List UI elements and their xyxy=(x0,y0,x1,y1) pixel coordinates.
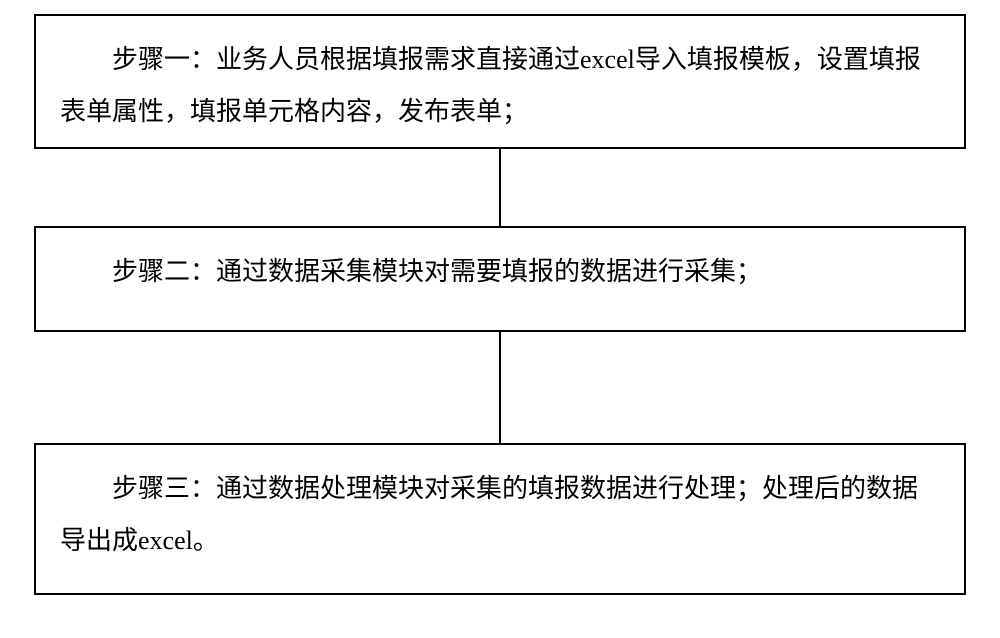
connector-2-3 xyxy=(499,332,501,443)
flowchart-container: 步骤一：业务人员根据填报需求直接通过excel导入填报模板，设置填报表单属性，填… xyxy=(0,0,1000,638)
connector-1-2 xyxy=(499,149,501,226)
step1-box: 步骤一：业务人员根据填报需求直接通过excel导入填报模板，设置填报表单属性，填… xyxy=(34,14,966,149)
step2-box: 步骤二：通过数据采集模块对需要填报的数据进行采集； xyxy=(34,226,966,332)
step2-text: 步骤二：通过数据采集模块对需要填报的数据进行采集； xyxy=(60,246,940,298)
step1-text: 步骤一：业务人员根据填报需求直接通过excel导入填报模板，设置填报表单属性，填… xyxy=(60,34,940,138)
step3-box: 步骤三：通过数据处理模块对采集的填报数据进行处理；处理后的数据导出成excel。 xyxy=(34,443,966,595)
step3-text: 步骤三：通过数据处理模块对采集的填报数据进行处理；处理后的数据导出成excel。 xyxy=(60,463,940,567)
